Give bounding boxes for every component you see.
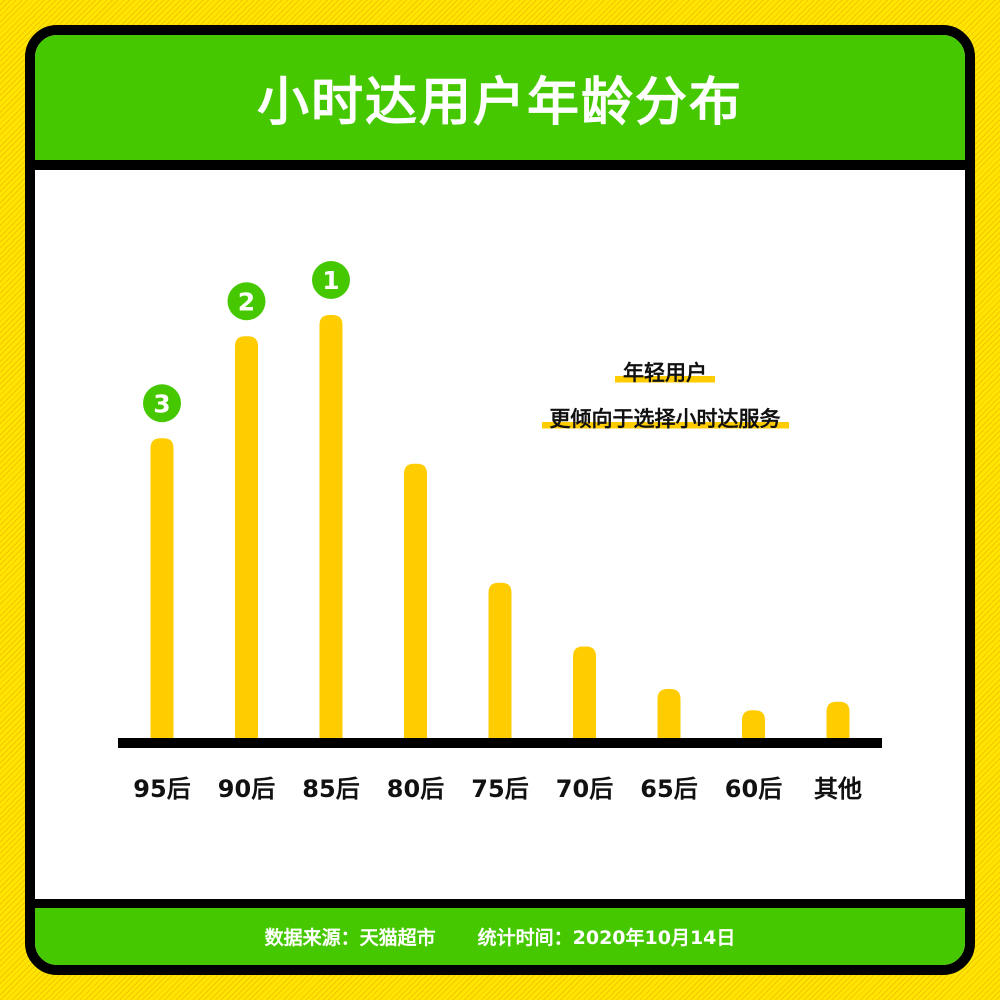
x-tick-label: 60后	[725, 775, 782, 803]
bar-95后	[150, 438, 174, 740]
bar-65后	[657, 689, 681, 740]
x-tick-label: 95后	[133, 775, 190, 803]
bar-80后	[404, 463, 427, 740]
chart-card: 小时达用户年龄分布 95后 3 90后 2 85后 1 80后 75后 70后 65后 60后 其他 …	[25, 25, 975, 975]
rank-badge-label: 2	[238, 287, 255, 316]
header: 小时达用户年龄分布	[35, 35, 965, 170]
rank-badge-2	[227, 282, 266, 321]
x-tick-label: 80后	[387, 775, 444, 803]
x-axis-line	[118, 738, 882, 748]
x-tick-label: 90后	[218, 775, 275, 803]
rank-badge-label: 1	[322, 266, 339, 295]
chart-title: 小时达用户年龄分布	[256, 73, 743, 133]
footer: 数据来源：天猫超市 统计时间：2020年10月14日	[35, 899, 965, 965]
x-tick-label: 65后	[640, 775, 697, 803]
data-source: 数据来源：天猫超市	[264, 927, 436, 949]
annotation-line-1: 年轻用户	[500, 357, 830, 387]
annotation-line-2: 更倾向于选择小时达服务	[500, 403, 830, 433]
bar-其他	[826, 701, 850, 740]
x-tick-label: 70后	[556, 775, 613, 803]
rank-badge-3	[143, 384, 181, 423]
x-tick-label: 其他	[814, 775, 862, 803]
bar-85后	[319, 315, 343, 740]
bar-70后	[573, 646, 596, 740]
bar-75后	[488, 582, 512, 740]
rank-badge-label: 3	[153, 389, 170, 418]
bar-90后	[235, 336, 258, 740]
bar-chart: 95后 3 90后 2 85后 1 80后 75后 70后 65后 60后 其他	[118, 261, 882, 803]
x-tick-label: 85后	[302, 775, 359, 803]
bar-60后	[742, 710, 765, 740]
stat-date: 统计时间：2020年10月14日	[477, 927, 736, 949]
x-tick-label: 75后	[471, 775, 528, 803]
rank-badge-1	[312, 261, 350, 299]
